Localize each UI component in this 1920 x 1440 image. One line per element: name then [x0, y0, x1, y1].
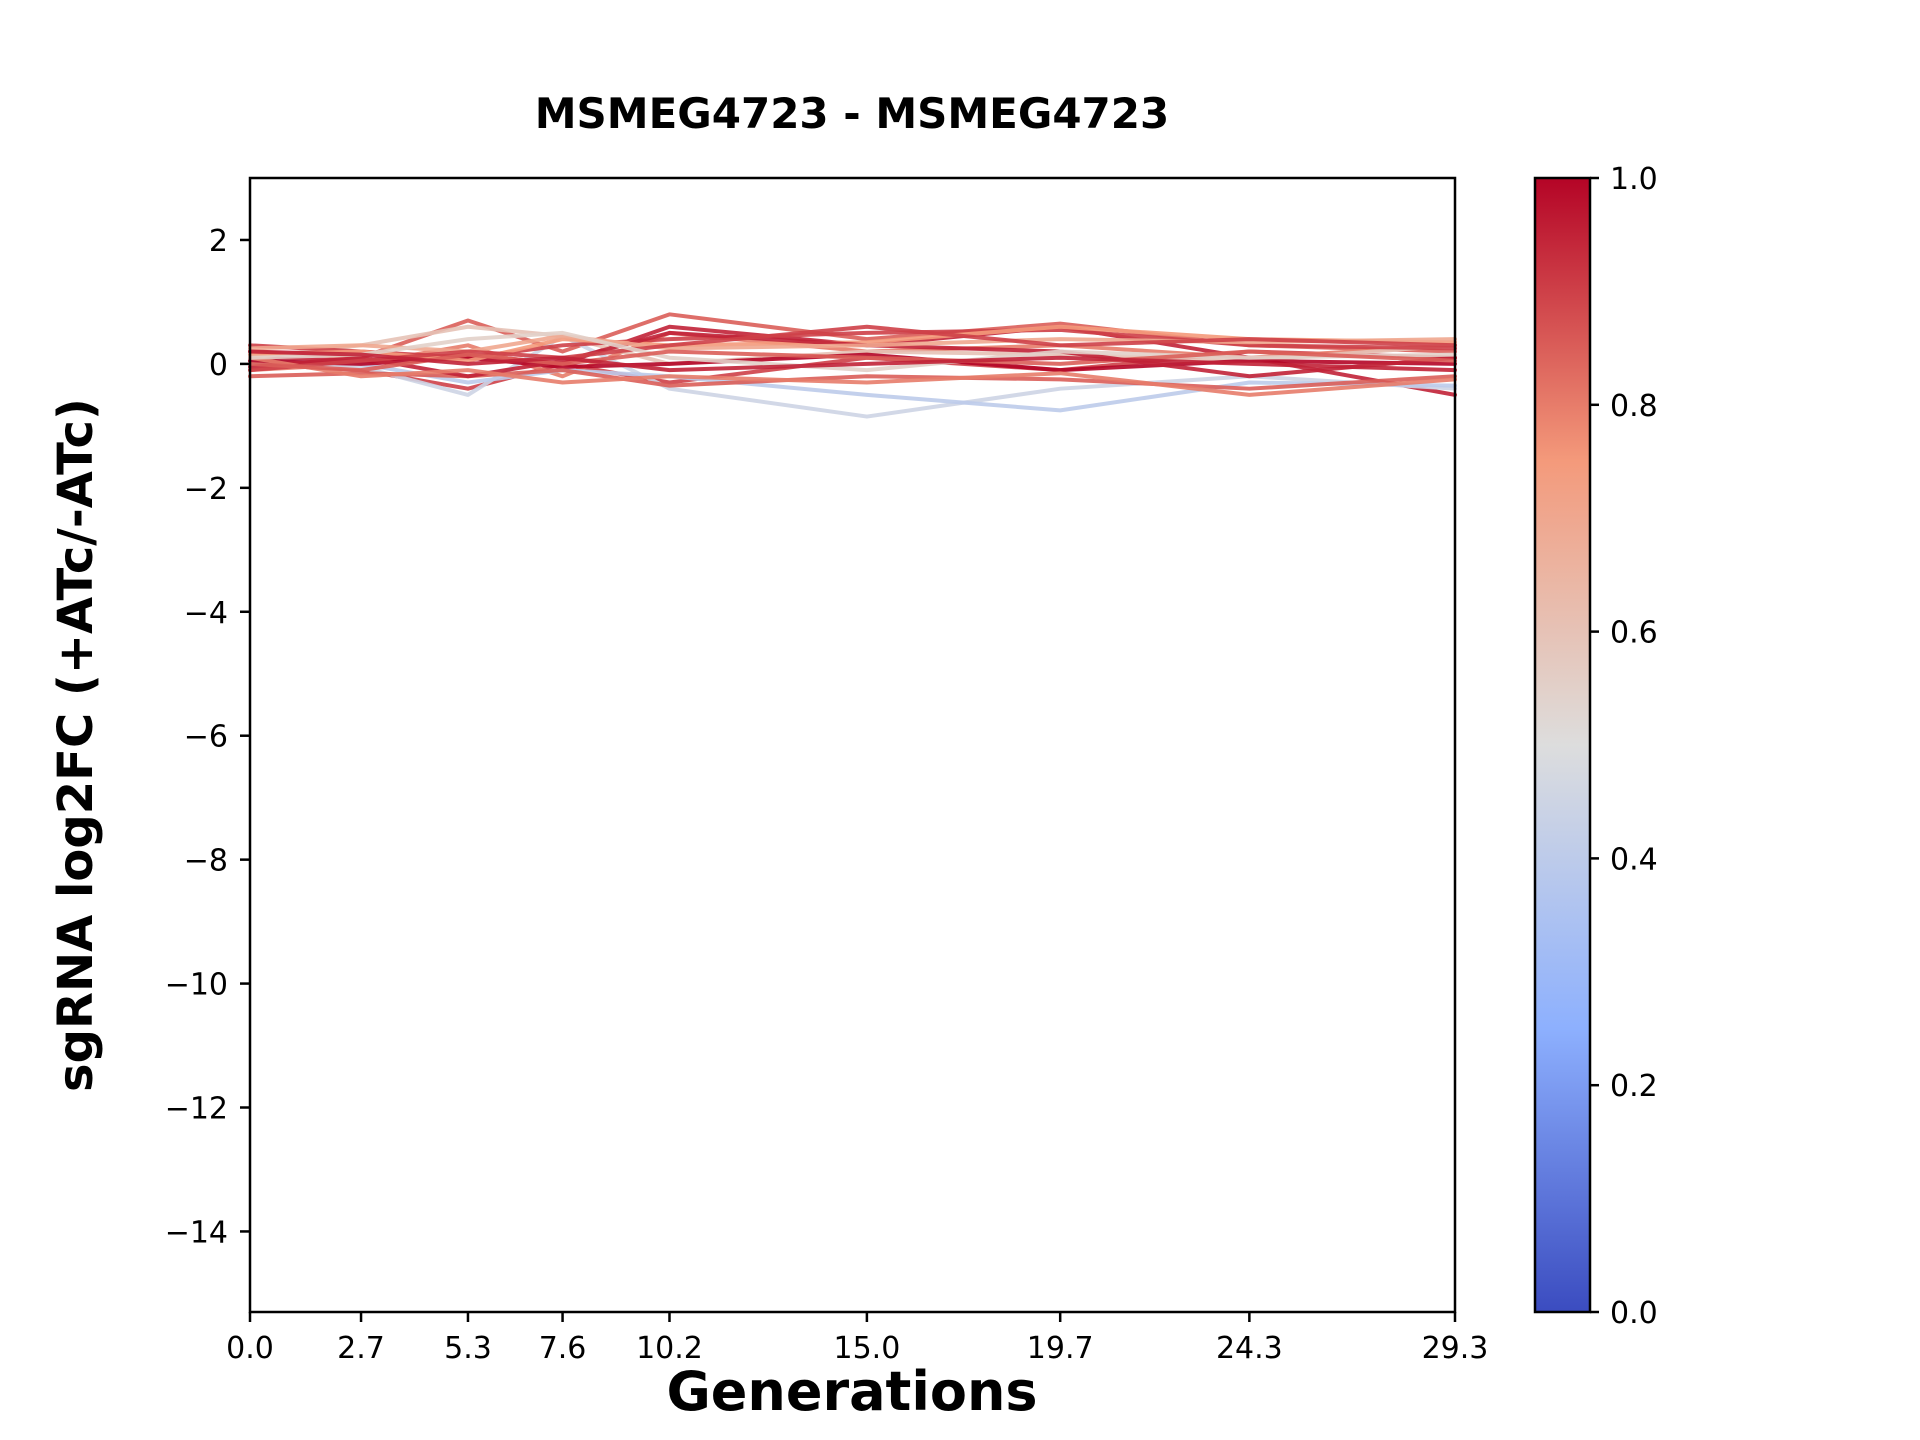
y-tick-label: −12 [165, 1092, 228, 1127]
x-tick-label: 7.6 [539, 1331, 587, 1366]
y-tick-label: −8 [184, 844, 228, 879]
y-tick-label: −10 [165, 968, 228, 1003]
plot-line-sgRNA-06 [248, 334, 1457, 419]
axes-frame [248, 176, 1457, 1314]
colorbar-tick-label: 0.4 [1610, 842, 1658, 877]
plot-lines [248, 312, 1457, 419]
y-tick-label: −6 [184, 720, 228, 755]
y-tick-label: −4 [184, 596, 228, 631]
colorbar-tick-label: 0.0 [1610, 1296, 1658, 1331]
plot-line-sgRNA-13 [248, 355, 1457, 397]
plot-line-sgRNA-03 [248, 312, 1457, 360]
y-tick-label: −2 [184, 472, 228, 507]
x-tick-label: 0.0 [226, 1331, 274, 1366]
x-tick-label: 19.7 [1027, 1331, 1094, 1366]
x-tick-label: 2.7 [337, 1331, 385, 1366]
x-tick-label: 5.3 [444, 1331, 492, 1366]
plot-line-sgRNA-18 [248, 349, 1457, 373]
x-tick-label: 29.3 [1422, 1331, 1489, 1366]
y-tick-label: 2 [209, 224, 228, 259]
colorbar [1533, 176, 1592, 1314]
plot-render-root: 0.0 2.7 5.3 7.6 10.2 15.0 19.7 24.3 29.3 2 0 −2 −4 −6… [165, 162, 1658, 1366]
colorbar-tick-label: 0.2 [1610, 1069, 1658, 1104]
x-tick-label: 24.3 [1216, 1331, 1283, 1366]
y-tick-label: 0 [209, 348, 228, 383]
plot-line-sgRNA-17 [248, 349, 1457, 373]
plot-line-sgRNA-09 [248, 352, 1457, 373]
colorbar-tick-label: 0.8 [1610, 389, 1658, 424]
colorbar-tick-label: 1.0 [1610, 162, 1658, 197]
colorbar-tick-label: 0.6 [1610, 616, 1658, 651]
x-tick-label: 15.0 [833, 1331, 900, 1366]
x-tick-label: 10.2 [636, 1331, 703, 1366]
chart-title: MSMEG4723 - MSMEG4723 [535, 89, 1169, 138]
y-tick-label: −14 [165, 1215, 228, 1250]
x-axis-label: Generations [666, 1360, 1037, 1423]
y-axis-label: sgRNA log2FC (+ATc/-ATc) [48, 398, 104, 1092]
